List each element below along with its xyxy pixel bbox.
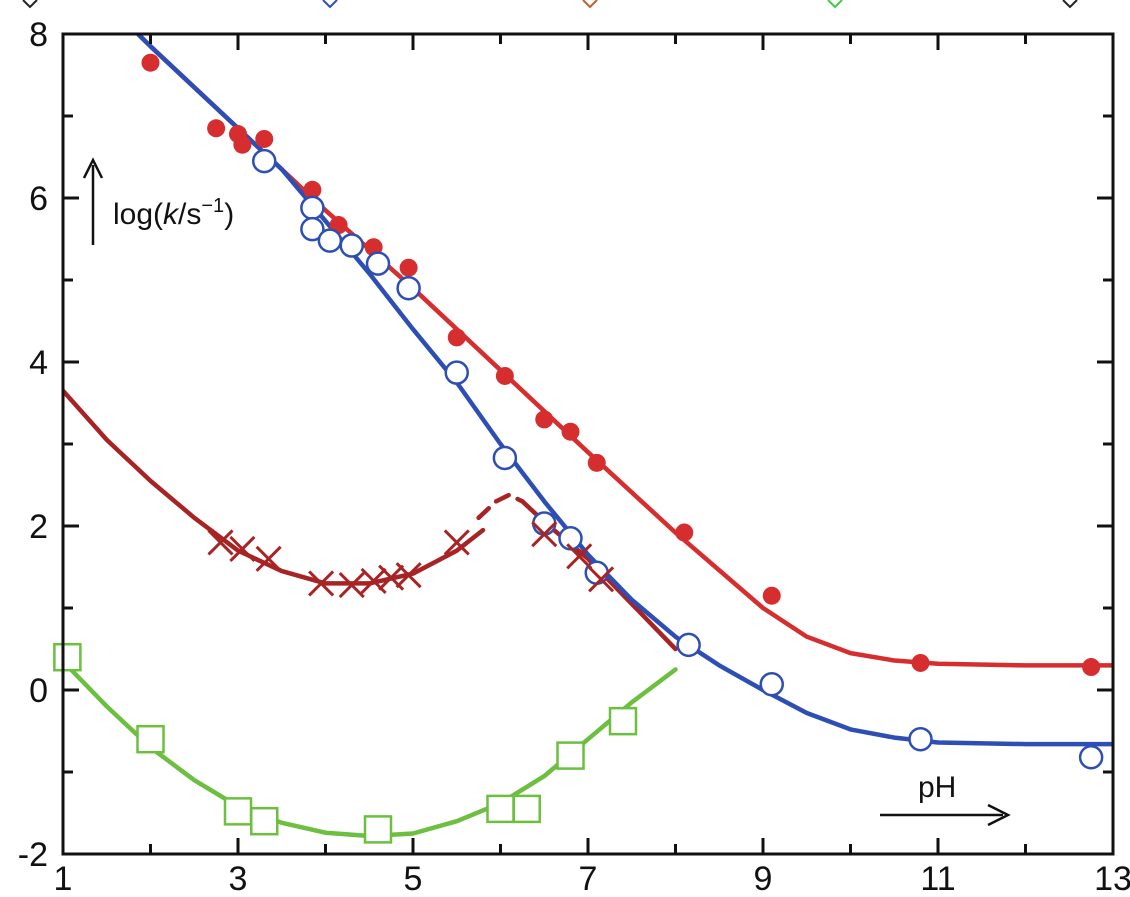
x-tick-labels: 1 3 5 7 9 11 13 — [54, 860, 1130, 897]
fit-line-cross — [63, 388, 486, 586]
x-tick-label: 1 — [54, 860, 73, 897]
x-tick-label: 7 — [579, 860, 598, 897]
top-legend-strip — [22, 0, 1078, 9]
data-point-cross — [566, 543, 593, 570]
data-point-filled-circle — [233, 135, 252, 154]
data-point-open-circle — [300, 195, 325, 221]
data-point-open-square — [53, 642, 82, 672]
data-point-filled-circle — [911, 653, 930, 672]
data-point-cross — [308, 570, 335, 597]
data-point-open-circle — [300, 216, 325, 242]
data-point-open-circle — [676, 632, 701, 658]
y-axis-label: log(k/s−1) — [113, 195, 234, 231]
data-point-cross — [395, 562, 422, 589]
data-point-open-square — [512, 794, 541, 824]
data-point-open-circle — [908, 726, 933, 752]
data-point-open-circle — [365, 251, 391, 276]
data-point-filled-circle — [399, 258, 418, 277]
fit-line-cross-dashed — [476, 492, 525, 521]
data-point-cross — [531, 521, 558, 548]
y-tick-label: 4 — [29, 344, 48, 382]
data-point-cross — [338, 571, 365, 599]
y-tick-labels: -2 0 2 4 6 8 — [18, 16, 48, 874]
data-point-filled-circle — [561, 422, 580, 441]
axis-ticks — [61, 32, 1115, 856]
data-point-open-circle — [1078, 744, 1104, 770]
data-point-filled-circle — [255, 129, 274, 148]
data-point-filled-circle — [675, 523, 694, 542]
y-tick-label: -2 — [18, 836, 48, 874]
data-point-open-square — [250, 806, 279, 836]
data-point-filled-circle — [303, 180, 322, 199]
data-point-cross — [229, 535, 256, 563]
data-point-open-circle — [252, 148, 277, 174]
data-point-filled-circle — [587, 453, 606, 472]
legend-marker-icon — [1062, 0, 1078, 9]
data-point-filled-circle — [141, 53, 160, 72]
data-point-filled-circle — [207, 119, 226, 138]
data-point-open-circle — [339, 233, 364, 258]
data-point-cross — [255, 545, 282, 572]
legend-marker-icon — [322, 0, 338, 9]
x-axis-title: pH — [880, 771, 1011, 827]
x-tick-label: 13 — [1094, 860, 1130, 897]
x-tick-label: 3 — [229, 860, 248, 897]
x-tick-label: 5 — [404, 860, 423, 897]
data-point-filled-circle — [535, 410, 554, 429]
x-axis-label: pH — [918, 771, 956, 804]
data-point-open-square — [223, 797, 253, 826]
data-point-open-circle — [396, 275, 421, 301]
y-axis-arrowhead-icon — [82, 157, 104, 179]
data-point-filled-circle — [495, 366, 514, 385]
data-point-open-square — [136, 724, 165, 754]
legend-marker-icon — [22, 0, 38, 9]
data-point-cross — [588, 566, 615, 593]
data-point-filled-circle — [1082, 658, 1101, 677]
y-tick-label: 0 — [29, 672, 48, 710]
legend-marker-icon — [827, 0, 843, 9]
y-tick-label: 8 — [29, 16, 48, 54]
x-tick-label: 11 — [920, 860, 955, 897]
x-axis-arrowhead-icon — [987, 803, 1011, 827]
y-tick-label: 2 — [29, 508, 48, 546]
data-point-open-square — [608, 706, 638, 736]
data-point-open-circle — [492, 445, 518, 471]
y-tick-label: 6 — [29, 180, 48, 218]
x-tick-label: 9 — [754, 860, 773, 897]
data-point-open-circle — [759, 672, 784, 697]
data-point-open-square — [556, 741, 585, 770]
data-markers — [53, 53, 1104, 844]
data-point-open-circle — [317, 228, 343, 253]
y-axis-title: log(k/s−1) — [82, 157, 234, 245]
plot-frame — [61, 32, 1115, 856]
data-point-cross — [207, 529, 234, 556]
data-point-open-circle — [444, 360, 469, 385]
data-point-open-circle — [532, 511, 557, 536]
data-point-filled-circle — [762, 586, 781, 605]
data-point-filled-circle — [447, 328, 466, 347]
data-point-open-square — [486, 794, 515, 824]
legend-marker-icon — [582, 0, 598, 9]
data-point-open-square — [363, 815, 393, 844]
data-point-cross — [443, 529, 470, 556]
fit-line-open-circle — [134, 34, 1113, 747]
